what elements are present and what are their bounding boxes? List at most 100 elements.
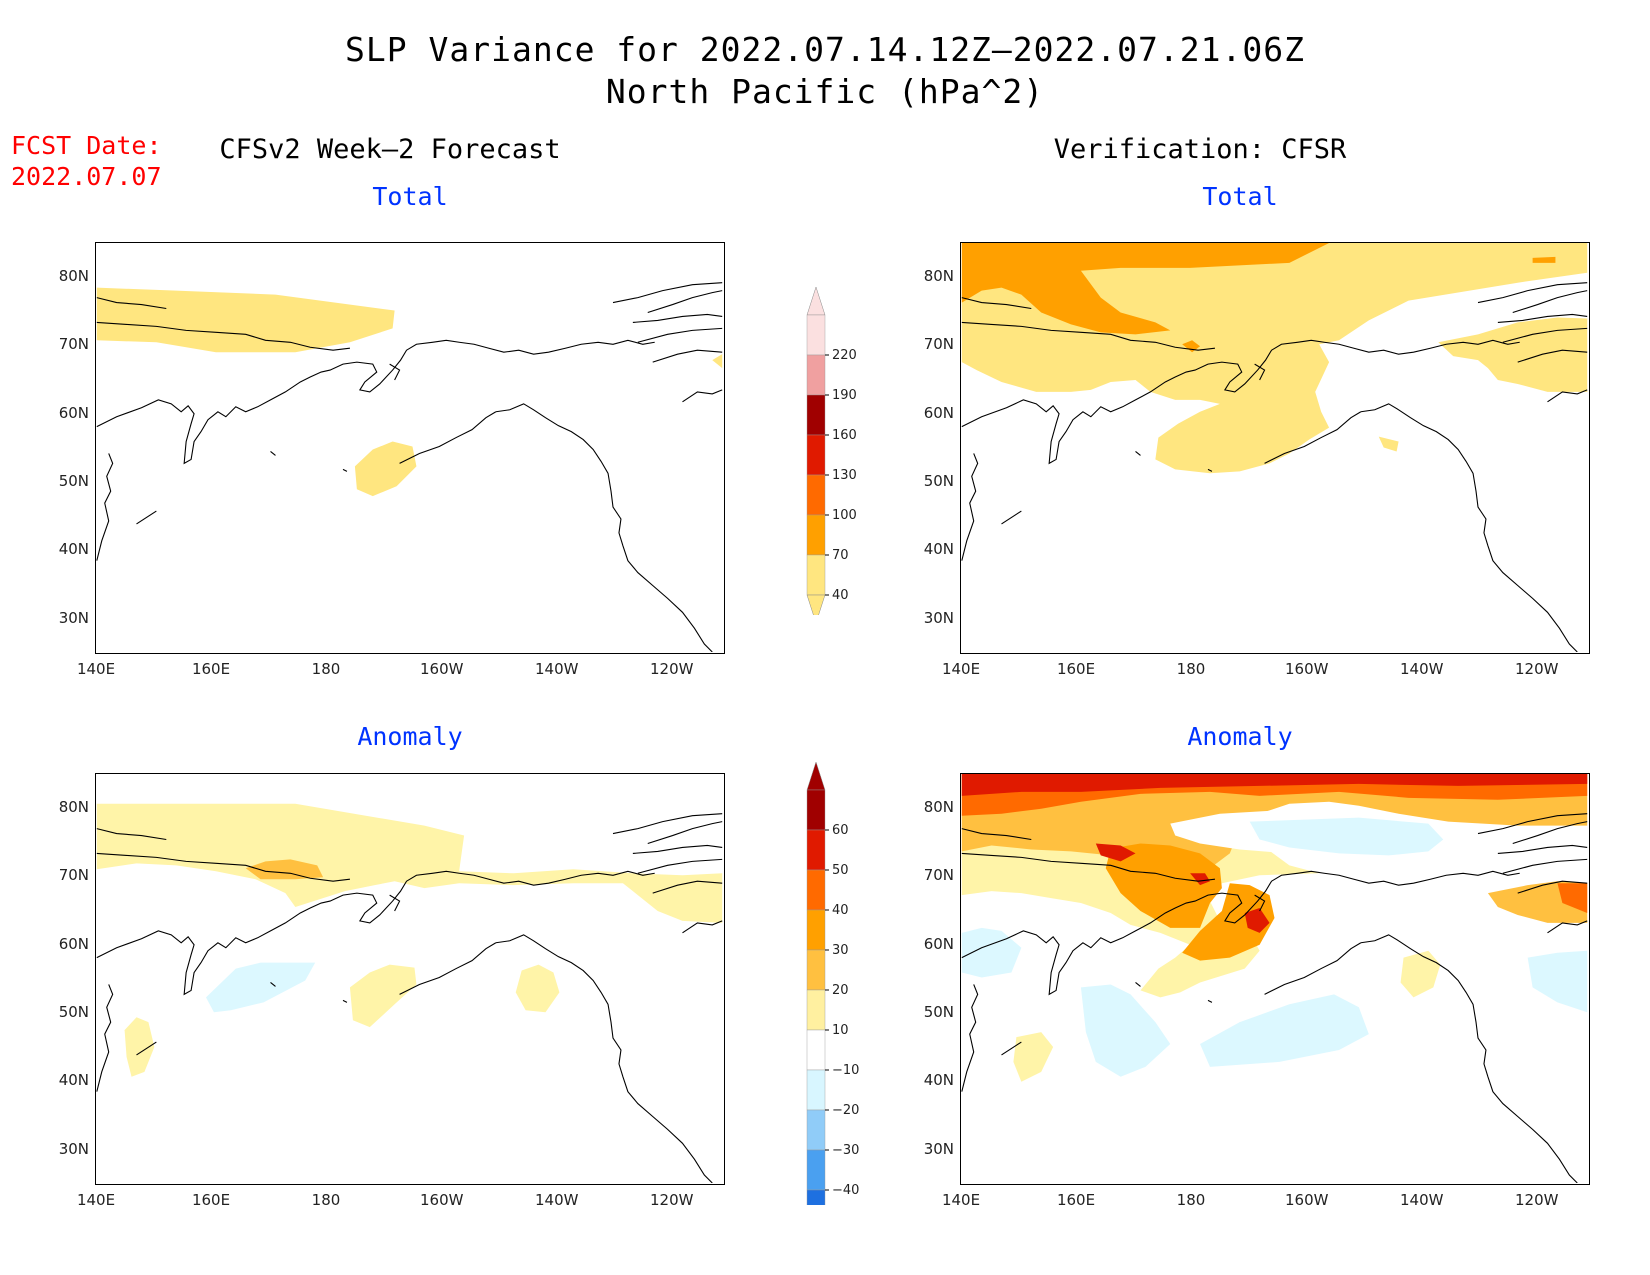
coastline-segment	[96, 297, 167, 310]
lat-tick-label: 40N	[58, 1071, 89, 1089]
fa-map-svg	[96, 803, 723, 1183]
colorbar-label: 220	[832, 348, 857, 363]
verification-anomaly-label: Anomaly	[1187, 722, 1293, 751]
colorbar-swatch	[806, 1069, 826, 1111]
colorbar-swatch	[806, 1029, 826, 1071]
lon-tick-label: 140W	[1400, 660, 1444, 678]
colorbar-swatch	[806, 949, 826, 991]
colorbar-label: 10	[832, 1023, 849, 1038]
colorbar-swatch	[806, 394, 826, 436]
colorbar-swatch	[806, 989, 826, 1031]
coastline-segment	[1254, 363, 1266, 381]
lon-tick-label: 140W	[1400, 1191, 1444, 1209]
forecast-anomaly-label: Anomaly	[357, 722, 463, 751]
lat-tick-label: 80N	[923, 267, 954, 285]
lon-tick-label: 140E	[76, 1191, 116, 1209]
coastline-segment	[1477, 282, 1588, 304]
colorbar-label: −10	[832, 1063, 859, 1078]
coastline-segment	[652, 880, 723, 894]
coastline-segment	[1502, 327, 1588, 343]
coastline-segment	[1517, 880, 1588, 894]
verification-anomaly-alaska-max	[1244, 908, 1270, 933]
colorbar-swatch	[806, 909, 826, 951]
coastline	[96, 282, 723, 652]
verification-total-map	[960, 242, 1590, 654]
colorbar-label: 100	[832, 508, 857, 523]
lon-tick-label: 160E	[1056, 660, 1096, 678]
lon-tick-label: 140W	[535, 660, 579, 678]
lat-tick-label: 80N	[58, 798, 89, 816]
coastline-segment	[1547, 389, 1588, 403]
vt-map-svg	[961, 243, 1588, 652]
coastline-segment	[96, 828, 167, 841]
verification-anomaly-chukchi-max	[1095, 843, 1136, 862]
coastline-segment	[1477, 813, 1588, 835]
coastline-segment	[399, 411, 497, 464]
coastline-segment	[270, 451, 276, 456]
colorbar-label: 40	[832, 903, 849, 918]
total-colorbar: 220 190 160 130 100 70 40	[806, 286, 857, 615]
forecast-anomaly-aleutian	[349, 964, 417, 1028]
chart-subtitle: North Pacific (hPa^2)	[605, 72, 1045, 111]
lat-tick-label: 40N	[923, 540, 954, 558]
lat-tick-label: 80N	[58, 267, 89, 285]
colorbar-top-arrow	[806, 286, 826, 316]
colorbar-top-arrow	[806, 761, 826, 791]
coastline-segment	[1135, 982, 1141, 987]
lat-tick-label: 70N	[923, 866, 954, 884]
forecast-anomaly-gulf	[515, 964, 560, 1013]
lat-tick-label: 40N	[58, 540, 89, 558]
verification-total-isolated	[1378, 436, 1399, 452]
lon-tick-label: 120W	[650, 660, 694, 678]
colorbar-bottom-arrow	[806, 594, 826, 615]
coastline-segment	[1264, 942, 1362, 995]
coastline	[961, 282, 1588, 652]
coastline-segment	[632, 844, 723, 854]
colorbar-label: 190	[832, 388, 857, 403]
forecast-anomaly-map	[95, 773, 725, 1185]
forecast-column-title: CFSv2 Week–2 Forecast	[219, 134, 561, 165]
colorbar-swatch	[806, 1109, 826, 1151]
forecast-total-aleutian-patch	[354, 441, 417, 497]
lat-tick-label: 60N	[58, 935, 89, 953]
coastline-segment	[1207, 468, 1213, 472]
coastline-segment	[389, 363, 401, 381]
verification-column-title: Verification: CFSR	[1053, 134, 1347, 165]
colorbar-label: 60	[832, 823, 849, 838]
verification-total-main-region	[961, 243, 1588, 474]
chart-title: SLP Variance for 2022.07.14.12Z–2022.07.…	[345, 30, 1305, 69]
colorbar-label: 30	[832, 943, 849, 958]
coastline-segment	[682, 920, 723, 934]
coastline-segment	[96, 321, 351, 351]
forecast-total-arctic-band	[96, 287, 395, 353]
lat-tick-label: 50N	[923, 1003, 954, 1021]
verification-total-ne-core	[1532, 256, 1556, 263]
coastline-segment	[961, 339, 1520, 465]
verification-total-arctic-core	[961, 243, 1330, 335]
lon-tick-label: 180	[311, 1191, 341, 1209]
verification-anomaly-polar-cold	[1249, 817, 1444, 856]
coastline-segment	[136, 1041, 157, 1056]
verification-anomaly-west-cold	[961, 927, 1022, 978]
forecast-total-east-patch	[712, 354, 723, 369]
lat-tick-label: 70N	[923, 335, 954, 353]
coastline-segment	[96, 870, 655, 996]
lon-tick-label: 160E	[1056, 1191, 1096, 1209]
coastline-segment	[1135, 451, 1141, 456]
lat-tick-label: 60N	[923, 404, 954, 422]
coastline-segment	[961, 297, 1032, 310]
colorbar-swatch	[806, 514, 826, 556]
lon-tick-label: 160W	[1285, 1191, 1329, 1209]
colorbar-swatch	[806, 314, 826, 356]
coastline-segment	[1360, 403, 1578, 652]
coastline-segment	[961, 870, 1520, 996]
lat-tick-label: 70N	[58, 335, 89, 353]
lon-tick-label: 160E	[191, 660, 231, 678]
colorbar-swatch	[806, 434, 826, 476]
coastline	[96, 813, 723, 1183]
coastline-segment	[647, 290, 723, 314]
coastline-segment	[612, 813, 723, 835]
lat-tick-label: 30N	[923, 1140, 954, 1158]
lon-tick-label: 120W	[1515, 1191, 1559, 1209]
coastline-segment	[389, 894, 401, 912]
